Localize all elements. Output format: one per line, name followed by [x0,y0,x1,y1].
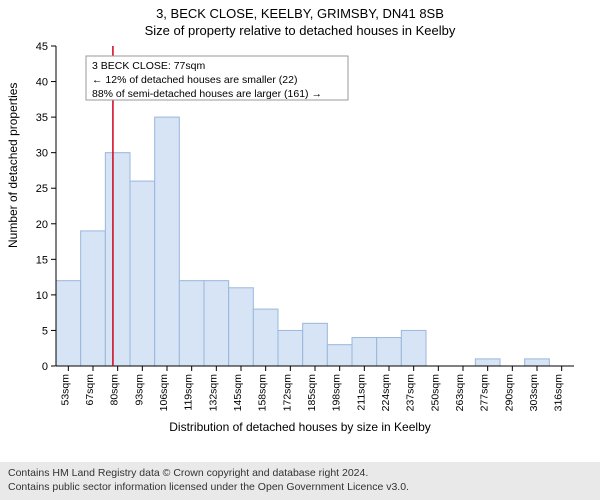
svg-text:211sqm: 211sqm [355,374,367,411]
svg-text:10: 10 [36,290,48,302]
svg-text:30: 30 [36,148,48,160]
svg-text:35: 35 [36,112,48,124]
svg-text:119sqm: 119sqm [183,374,195,411]
histogram-bar [81,231,106,366]
svg-text:80sqm: 80sqm [109,374,121,406]
footer: Contains HM Land Registry data © Crown c… [0,462,600,500]
svg-text:93sqm: 93sqm [133,374,145,406]
histogram-bar [204,281,229,366]
svg-text:277sqm: 277sqm [479,374,491,412]
svg-text:237sqm: 237sqm [405,374,417,412]
svg-text:15: 15 [36,254,48,266]
svg-text:263sqm: 263sqm [454,374,466,412]
svg-text:303sqm: 303sqm [528,374,540,412]
histogram-bar [278,330,303,366]
svg-text:198sqm: 198sqm [331,374,343,412]
svg-text:145sqm: 145sqm [232,374,244,412]
footer-line1: Contains HM Land Registry data © Crown c… [8,466,592,480]
svg-text:132sqm: 132sqm [207,374,219,412]
svg-text:185sqm: 185sqm [306,374,318,412]
histogram-bar [179,281,204,366]
x-axis-label: Distribution of detached houses by size … [0,420,600,434]
histogram-bar [475,359,500,366]
svg-text:45: 45 [36,41,48,53]
svg-text:290sqm: 290sqm [503,374,515,412]
chart-area: Number of detached properties 0 5 10 15 20 25… [0,38,600,434]
svg-text:40: 40 [36,77,48,89]
svg-text:20: 20 [36,219,48,231]
svg-text:0: 0 [42,361,48,373]
histogram-bar [229,288,254,366]
svg-text:25: 25 [36,183,48,195]
y-axis-label: Number of detached properties [6,83,20,248]
histogram-bar [327,345,352,366]
svg-text:67sqm: 67sqm [84,374,96,406]
annotation-line: 88% of semi-detached houses are larger (… [92,88,322,100]
histogram-bar [525,359,550,366]
annotation-line: ← 12% of detached houses are smaller (22… [92,74,297,86]
histogram-bar [56,281,81,366]
histogram-chart: 0 5 10 15 20 25 30 35 40 45 53sqm 67sqm 80sqm 93sqm 10… [0,38,600,416]
histogram-bar [352,338,377,366]
svg-text:106sqm: 106sqm [158,374,170,412]
histogram-bar [253,309,278,366]
histogram-bar [130,181,155,366]
histogram-bar [377,338,402,366]
svg-text:172sqm: 172sqm [281,374,293,412]
svg-text:53sqm: 53sqm [59,374,71,406]
page-title-line1: 3, BECK CLOSE, KEELBY, GRIMSBY, DN41 8SB [0,6,600,21]
histogram-bar [401,330,426,366]
svg-text:224sqm: 224sqm [380,374,392,412]
annotation-line: 3 BECK CLOSE: 77sqm [92,60,205,72]
svg-text:316sqm: 316sqm [553,374,565,412]
svg-text:5: 5 [42,325,48,337]
histogram-bar [105,153,130,366]
page-title-line2: Size of property relative to detached ho… [0,23,600,38]
svg-text:250sqm: 250sqm [429,374,441,412]
histogram-bar [155,117,180,366]
footer-line2: Contains public sector information licen… [8,480,592,494]
svg-text:158sqm: 158sqm [257,374,269,412]
histogram-bar [303,323,328,366]
